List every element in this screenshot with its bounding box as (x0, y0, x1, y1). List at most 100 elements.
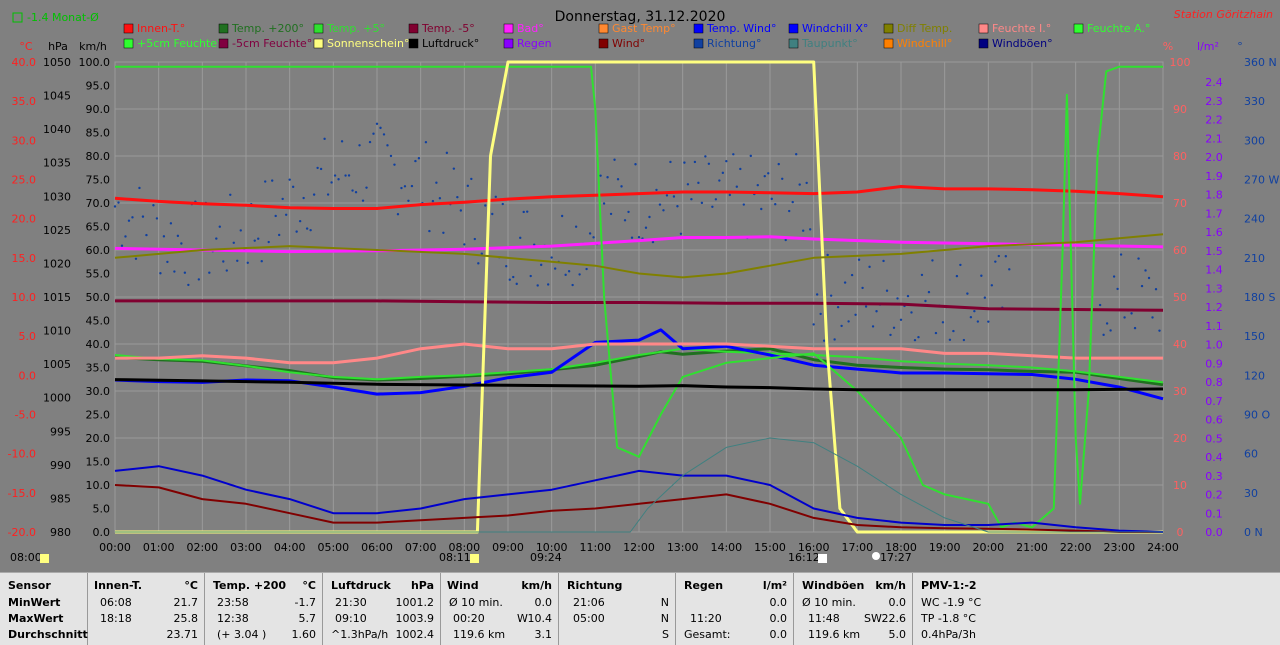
direction-point (337, 178, 340, 181)
direction-point (1119, 253, 1123, 256)
sunset-label: 16:12 (788, 551, 820, 564)
stats-wind-title: Wind (447, 579, 479, 592)
rain-tick: 1.2 (1205, 301, 1223, 314)
legend-swatch (313, 38, 324, 49)
direction-point (253, 239, 256, 242)
direction-point (351, 189, 354, 192)
pressure-tick: 995 (50, 425, 71, 438)
legend-label: Luftdruck° (422, 37, 479, 50)
percent-tick: 30 (1173, 385, 1187, 398)
direction-point (312, 193, 316, 196)
direction-point (519, 236, 522, 240)
stats-richtung-max: N (660, 612, 669, 625)
direction-point (508, 278, 511, 281)
direction-point (815, 293, 819, 296)
temp-tick: 5.0 (19, 330, 37, 343)
sun-event-left: 08:00 (10, 551, 42, 564)
pressure-tick: 1045 (43, 90, 71, 103)
direction-point (767, 172, 770, 175)
direction-point (899, 318, 903, 321)
direction-point (1137, 257, 1140, 260)
direction-point (599, 174, 602, 177)
stats-temp200-col: Temp. +200 °C 23:58 -1.7 12:38 5.7 (+ 3.… (205, 573, 323, 645)
stats-max-label: MaxWert (8, 612, 64, 625)
direction-point (120, 244, 124, 247)
percent-unit: % (1163, 40, 1173, 53)
pressure-tick: 1015 (43, 291, 71, 304)
stats-luftdruck-min: 1001.2 (395, 596, 435, 609)
stats-windboeen-unit: km/h (875, 579, 906, 592)
direction-point (627, 210, 630, 214)
direction-point (843, 281, 847, 284)
direction-point (546, 283, 550, 286)
legend-label: Windchill° (897, 37, 952, 50)
direction-point (613, 158, 616, 161)
rain-unit: l/m² (1197, 40, 1219, 53)
stats-wind-max: 10.4 (527, 612, 553, 625)
direction-point (983, 296, 987, 299)
wind-tick: 80.0 (86, 150, 111, 163)
direction-point (145, 233, 148, 237)
wind-tick: 60.0 (86, 244, 111, 257)
direction-point (536, 284, 539, 287)
direction-point (187, 283, 190, 287)
direction-point (990, 284, 994, 287)
legend-swatch (408, 23, 419, 34)
x-tick: 18:00 (885, 541, 917, 554)
stats-regen-unit: l/m² (762, 579, 787, 592)
sunrise-label: 08:11 (439, 551, 471, 564)
direction-point (959, 263, 962, 267)
direction-point (826, 253, 829, 257)
direction-point (560, 214, 564, 218)
direction-point (616, 178, 620, 181)
direction-point (564, 273, 567, 277)
direction-point (264, 180, 267, 183)
series-line (114, 233, 1164, 279)
direction-point (920, 273, 924, 277)
direction-point (686, 183, 690, 186)
direction-point (868, 265, 871, 269)
direction-point (679, 232, 683, 235)
direction-point (889, 333, 892, 337)
x-tick: 14:00 (710, 541, 742, 554)
stats-wind-avg10-label: Ø 10 min. (449, 596, 503, 609)
legend-swatch (218, 38, 229, 49)
rain-tick: 2.3 (1205, 95, 1223, 108)
direction-point (316, 166, 319, 170)
direction-point (784, 238, 787, 242)
temp-tick: 35.0 (12, 95, 37, 108)
direction-point (330, 181, 333, 184)
x-tick: 00:00 (99, 541, 131, 554)
legend-swatch (978, 23, 989, 34)
legend-label: Windböen° (992, 37, 1053, 50)
rain-tick: 0.0 (1205, 526, 1223, 539)
stats-richtung-avg: S (662, 628, 669, 641)
wind-tick: 45.0 (86, 315, 111, 328)
direction-point (480, 252, 483, 255)
pressure-tick: 1040 (43, 123, 71, 136)
wind-unit: km/h (79, 40, 107, 53)
legend-label: Richtung° (707, 37, 761, 50)
direction-point (539, 263, 543, 267)
x-tick: 04:00 (274, 541, 306, 554)
direction-point (389, 154, 393, 158)
sunset-marker (818, 554, 827, 563)
direction-point (934, 331, 938, 335)
direction-point (924, 299, 927, 303)
direction-point (173, 270, 176, 273)
direction-point (795, 153, 798, 156)
month-avg-icon (12, 12, 23, 23)
rain-tick: 0.4 (1205, 451, 1223, 464)
stats-regen-title: Regen (684, 579, 724, 592)
stats-richtung-min: N (660, 596, 669, 609)
rain-tick: 0.7 (1205, 395, 1223, 408)
temp-tick: 30.0 (12, 134, 37, 147)
stats-wind-avg: 3.1 (534, 628, 553, 641)
direction-point (494, 195, 497, 199)
direction-point (236, 259, 239, 262)
stats-windboeen-max-time: 11:48 (808, 612, 840, 625)
direction-point (997, 254, 1001, 258)
direction-point (836, 305, 840, 309)
series-line (115, 65, 1163, 529)
direction-point (159, 272, 162, 275)
